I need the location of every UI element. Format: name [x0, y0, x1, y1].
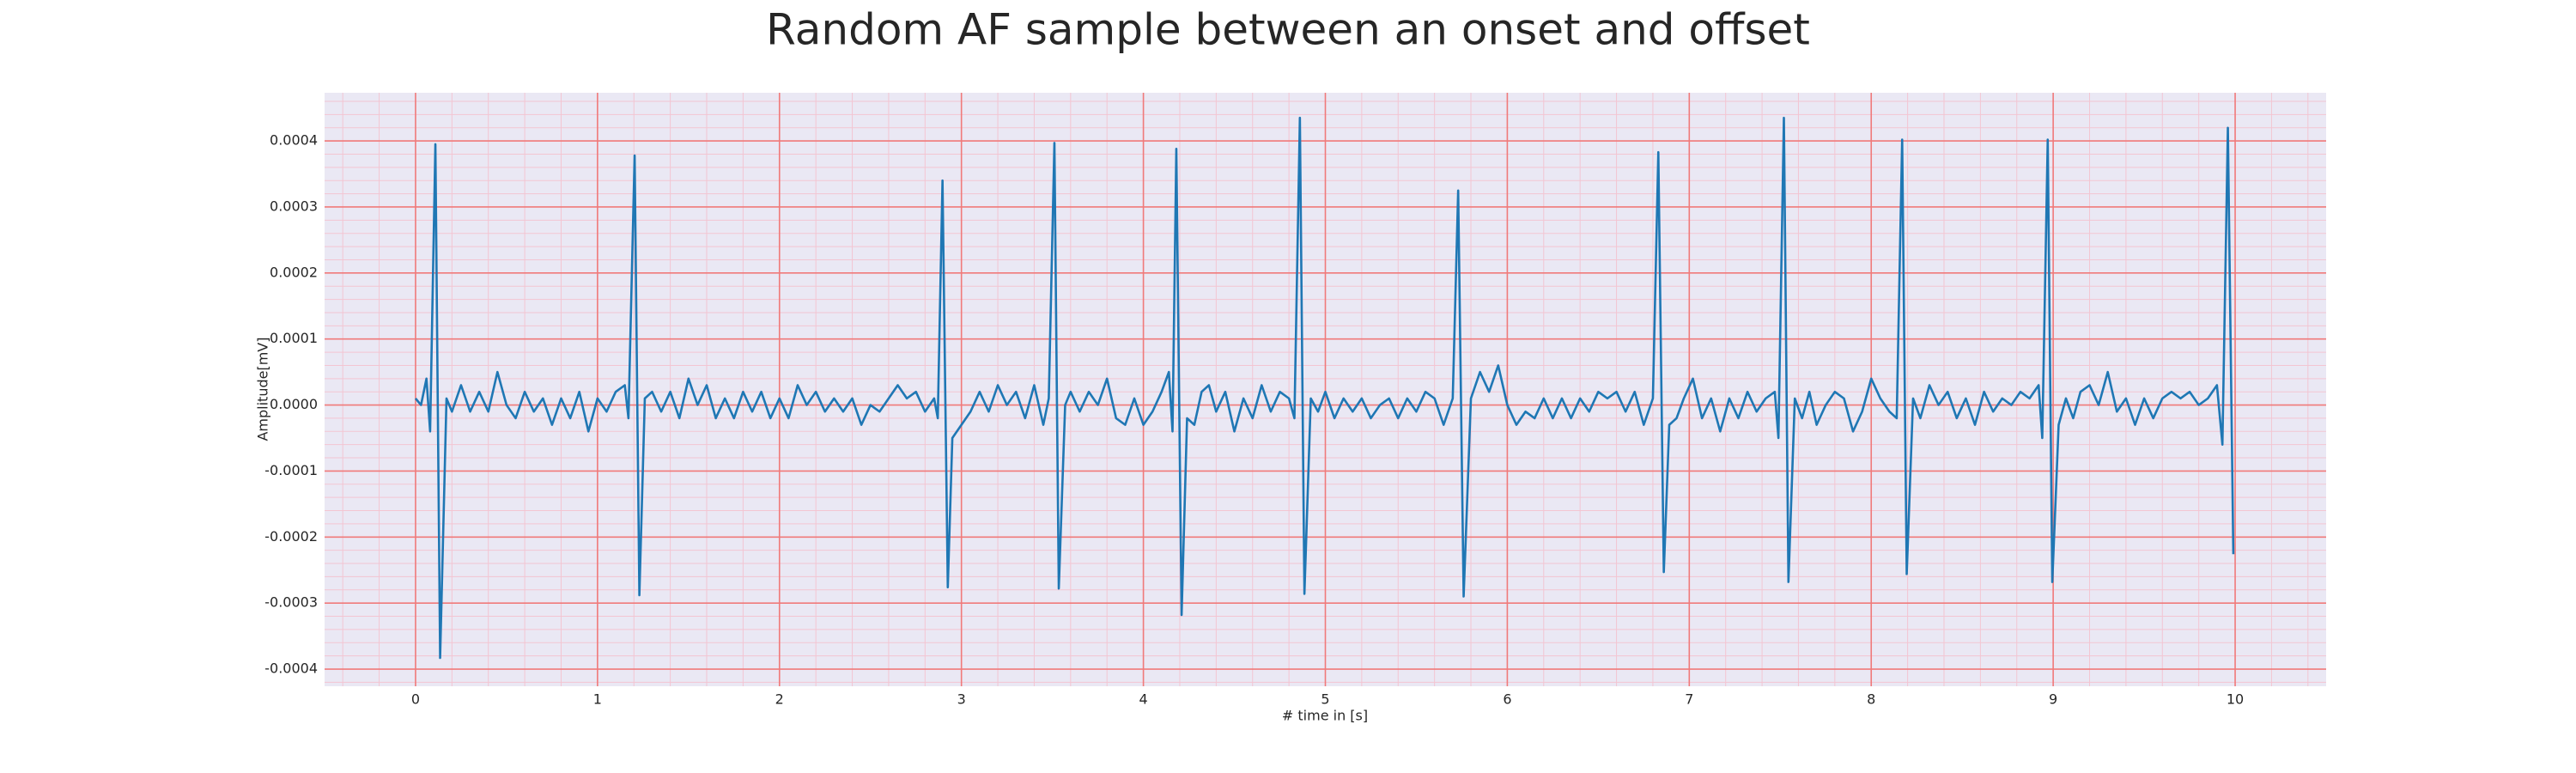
x-tick-label: 5 [1321, 691, 1329, 708]
y-tick-label: -0.0001 [264, 462, 318, 478]
x-tick-label: 3 [957, 691, 966, 708]
x-tick-label: 8 [1867, 691, 1875, 708]
x-tick-label: 10 [2227, 691, 2244, 708]
x-tick-label: 0 [411, 691, 420, 708]
y-tick-label: 0.0002 [270, 264, 318, 280]
x-tick-label: 6 [1503, 691, 1511, 708]
y-tick-label: 0.0004 [270, 132, 318, 149]
y-tick-label: -0.0002 [264, 528, 318, 545]
x-tick-label: 9 [2049, 691, 2057, 708]
x-tick-label: 4 [1139, 691, 1147, 708]
y-tick-label: 0.0001 [270, 330, 318, 346]
y-tick-label: -0.0003 [264, 594, 318, 611]
labels: 0 1 2 3 4 5 6 7 8 9 10 -0.0004 -0.0003 -0.0002 -0.0001… [264, 132, 2244, 708]
y-tick-label: 0.0000 [270, 396, 318, 412]
x-tick-label: 7 [1685, 691, 1693, 708]
x-axis-label: # time in [s] [1282, 708, 1368, 724]
x-tick-label: 2 [775, 691, 784, 708]
x-tick-label: 1 [593, 691, 602, 708]
grid [325, 93, 2326, 686]
y-axis-label: Amplitude[mV] [255, 337, 271, 441]
marks [414, 116, 2235, 660]
y-tick-label: 0.0003 [270, 198, 318, 214]
signal-line [414, 116, 2235, 660]
y-tick-label: -0.0004 [264, 660, 318, 677]
chart-title: Random AF sample between an onset and of… [766, 5, 1810, 55]
